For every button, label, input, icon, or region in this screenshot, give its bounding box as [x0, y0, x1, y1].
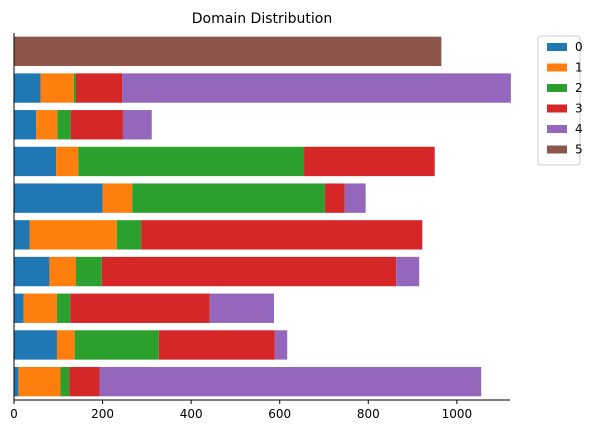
bar-segment-series-1-row-7	[23, 293, 57, 323]
legend: 0 1 2 3 4 5	[537, 35, 583, 166]
bar-segment-series-3-row-1	[76, 73, 123, 103]
bar-segment-series-1-row-2	[36, 110, 58, 140]
legend-swatch-4	[547, 125, 567, 133]
bar-segment-series-2-row-8	[74, 330, 159, 360]
legend-swatch-0	[547, 43, 567, 51]
bar-segment-series-0-row-9	[14, 366, 19, 397]
bar-segment-series-1-row-6	[49, 256, 76, 287]
bar-segment-series-0-row-2	[14, 110, 37, 140]
bar-segment-series-2-row-3	[78, 146, 305, 177]
x-tick-label-200: 200	[91, 407, 114, 421]
bar-segment-series-1-row-1	[40, 73, 74, 103]
bar-segment-series-0-row-4	[14, 183, 103, 213]
bar-segment-series-4-row-4	[344, 183, 366, 213]
x-tick-label-1000: 1000	[442, 407, 473, 421]
bar-segment-series-0-row-8	[14, 330, 57, 360]
legend-label-2: 2	[575, 81, 583, 95]
bar-segment-series-2-row-5	[116, 220, 142, 250]
bar-segment-series-1-row-8	[56, 330, 75, 360]
chart-title: Domain Distribution	[192, 11, 332, 27]
bar-segment-series-1-row-5	[29, 220, 117, 250]
bar-segment-series-5-row-0	[14, 36, 442, 67]
bar-segment-series-0-row-5	[14, 220, 30, 250]
bar-segment-series-0-row-1	[14, 73, 41, 103]
bar-segment-series-2-row-7	[56, 293, 71, 323]
bar-segment-series-4-row-1	[122, 73, 511, 103]
bar-segment-series-2-row-6	[76, 256, 102, 287]
bar-segment-series-3-row-9	[69, 366, 100, 397]
bar-segment-series-3-row-5	[141, 220, 423, 250]
bar-segment-series-3-row-2	[70, 110, 123, 140]
bar-segment-series-0-row-3	[14, 146, 57, 177]
legend-swatch-5	[547, 145, 567, 154]
legend-swatch-2	[547, 84, 567, 92]
bar-segment-series-1-row-3	[56, 146, 79, 177]
bar-segment-series-2-row-1	[73, 73, 76, 103]
x-tick-label-600: 600	[268, 407, 291, 421]
bar-segment-series-2-row-9	[60, 366, 70, 397]
bar-segment-series-2-row-2	[57, 110, 71, 140]
bar-segment-series-4-row-8	[274, 330, 288, 360]
bars-group	[14, 36, 511, 397]
axes-group: 0 200 400 600 800 1000	[10, 33, 510, 421]
bar-segment-series-3-row-8	[158, 330, 275, 360]
legend-swatch-1	[547, 63, 567, 72]
bar-segment-series-3-row-3	[304, 146, 435, 177]
legend-swatch-3	[547, 104, 567, 113]
legend-label-4: 4	[575, 122, 583, 136]
bar-segment-series-4-row-7	[209, 293, 274, 323]
bar-segment-series-1-row-9	[18, 366, 61, 397]
legend-label-5: 5	[575, 143, 583, 157]
x-tick-label-800: 800	[357, 407, 380, 421]
bar-segment-series-1-row-4	[102, 183, 133, 213]
legend-label-3: 3	[575, 102, 583, 116]
bar-segment-series-4-row-2	[122, 110, 152, 140]
legend-label-0: 0	[575, 40, 583, 54]
bar-segment-series-4-row-9	[99, 366, 482, 397]
bar-segment-series-3-row-7	[70, 293, 210, 323]
bar-segment-series-4-row-6	[396, 256, 420, 287]
bar-segment-series-2-row-4	[132, 183, 325, 213]
bar-segment-series-3-row-4	[324, 183, 345, 213]
legend-label-1: 1	[575, 61, 583, 75]
bar-segment-series-0-row-6	[14, 256, 50, 287]
bar-segment-series-3-row-6	[101, 256, 397, 287]
bar-segment-series-0-row-7	[14, 293, 24, 323]
x-tick-label-0: 0	[10, 407, 18, 421]
x-tick-label-400: 400	[180, 407, 203, 421]
